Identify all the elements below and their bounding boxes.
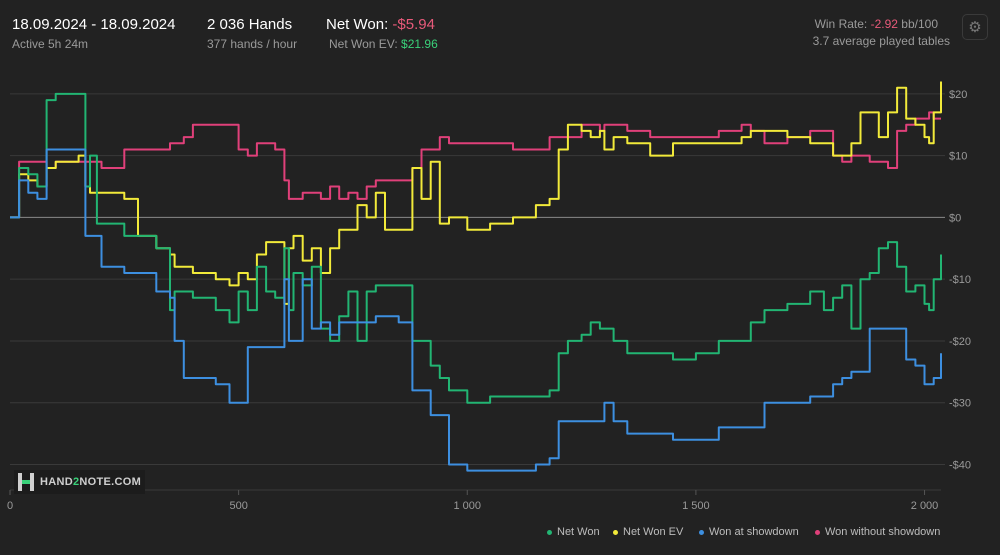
net-won-summary: Net Won: -$5.94 (326, 16, 435, 33)
legend-net-won-ev-label: Net Won EV (623, 526, 684, 538)
x-tick-label: 500 (229, 500, 247, 512)
legend-net-won[interactable]: Net Won (547, 526, 600, 538)
series-lines (10, 81, 942, 472)
x-tick-label: 1 000 (454, 500, 482, 512)
legend-net-won-swatch (547, 529, 552, 535)
date-range: 18.09.2024 - 18.09.2024 (12, 16, 176, 33)
gear-icon: ⚙ (968, 19, 982, 36)
series-won-at-showdown (10, 148, 942, 472)
win-rate: Win Rate: -2.92 bb/100 (815, 17, 938, 31)
legend-net-won-ev[interactable]: Net Won EV (613, 526, 683, 538)
legend-net-won-label: Net Won (557, 526, 600, 538)
active-time: Active 5h 24m (12, 37, 89, 51)
series-net-won (10, 92, 942, 404)
y-axis: $20 $10 $0 -$10 -$20 -$30 -$40 (949, 89, 971, 472)
hand2note-logo-icon (18, 473, 34, 491)
win-rate-value: -2.92 (870, 17, 898, 31)
net-won-ev-summary: Net Won EV: $21.96 (329, 37, 438, 51)
y-tick-label: -$20 (949, 336, 971, 348)
avg-tables: 3.7 average played tables (812, 34, 950, 48)
net-won-ev-value: $21.96 (401, 37, 438, 51)
hands-per-hour: 377 hands / hour (207, 37, 298, 51)
net-won-value: -$5.94 (392, 16, 435, 33)
legend-won-at-showdown-swatch (699, 529, 704, 535)
net-won-label: Net Won: (326, 16, 389, 33)
y-tick-label: $20 (949, 89, 967, 101)
win-rate-unit: bb/100 (901, 17, 938, 31)
y-tick-label: -$10 (949, 274, 971, 286)
x-tick-label: 2 000 (911, 500, 939, 512)
win-rate-label: Win Rate: (814, 17, 868, 31)
legend-won-without-showdown-label: Won without showdown (825, 526, 941, 538)
settings-button[interactable]: ⚙ (962, 14, 988, 40)
legend-net-won-ev-swatch (613, 529, 618, 535)
hands-count: 2 036 Hands (207, 16, 293, 33)
y-tick-label: $10 (949, 151, 967, 163)
x-tick-label: 0 (7, 500, 13, 512)
x-axis: 0 500 1 000 1 500 2 000 (7, 489, 941, 512)
legend-won-without-showdown[interactable]: Won without showdown (815, 526, 940, 538)
net-won-ev-label: Net Won EV: (329, 37, 398, 51)
y-tick-label: -$40 (949, 459, 971, 471)
y-tick-label: $0 (949, 212, 961, 224)
series-won-without-showdown (10, 111, 941, 219)
legend-won-without-showdown-swatch (815, 529, 820, 535)
y-tick-label: -$30 (949, 398, 971, 410)
legend-won-at-showdown[interactable]: Won at showdown (699, 526, 799, 538)
hand2note-logo: HAND2NOTE.COM (14, 470, 146, 494)
x-tick-label: 1 500 (682, 500, 710, 512)
legend-won-at-showdown-label: Won at showdown (709, 526, 799, 538)
series-net-won-ev (10, 81, 942, 305)
